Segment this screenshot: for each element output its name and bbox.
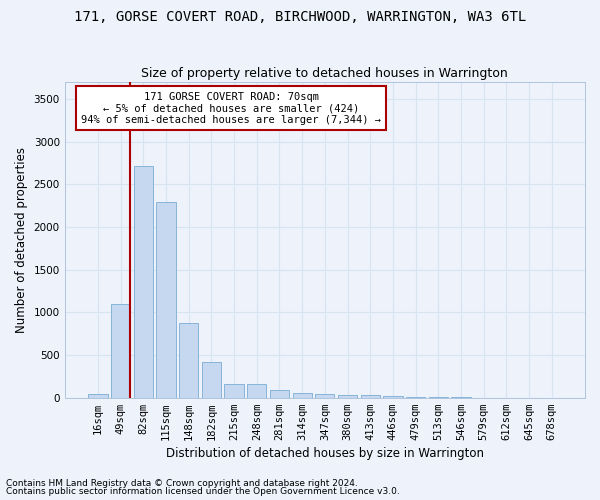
Bar — [383, 396, 403, 398]
Bar — [293, 393, 312, 398]
Bar — [111, 304, 130, 398]
Y-axis label: Number of detached properties: Number of detached properties — [15, 147, 28, 333]
Bar — [88, 394, 107, 398]
Text: Contains HM Land Registry data © Crown copyright and database right 2024.: Contains HM Land Registry data © Crown c… — [6, 478, 358, 488]
Bar — [202, 362, 221, 398]
Bar — [157, 202, 176, 398]
Text: Contains public sector information licensed under the Open Government Licence v3: Contains public sector information licen… — [6, 487, 400, 496]
Bar — [338, 394, 357, 398]
Text: 171 GORSE COVERT ROAD: 70sqm
← 5% of detached houses are smaller (424)
94% of se: 171 GORSE COVERT ROAD: 70sqm ← 5% of det… — [81, 92, 381, 124]
Bar — [134, 166, 153, 398]
Bar — [247, 384, 266, 398]
Text: 171, GORSE COVERT ROAD, BIRCHWOOD, WARRINGTON, WA3 6TL: 171, GORSE COVERT ROAD, BIRCHWOOD, WARRI… — [74, 10, 526, 24]
Title: Size of property relative to detached houses in Warrington: Size of property relative to detached ho… — [142, 66, 508, 80]
Bar — [315, 394, 334, 398]
Bar — [270, 390, 289, 398]
Bar — [224, 384, 244, 398]
Bar — [406, 397, 425, 398]
Bar — [361, 395, 380, 398]
X-axis label: Distribution of detached houses by size in Warrington: Distribution of detached houses by size … — [166, 447, 484, 460]
Bar — [179, 322, 199, 398]
